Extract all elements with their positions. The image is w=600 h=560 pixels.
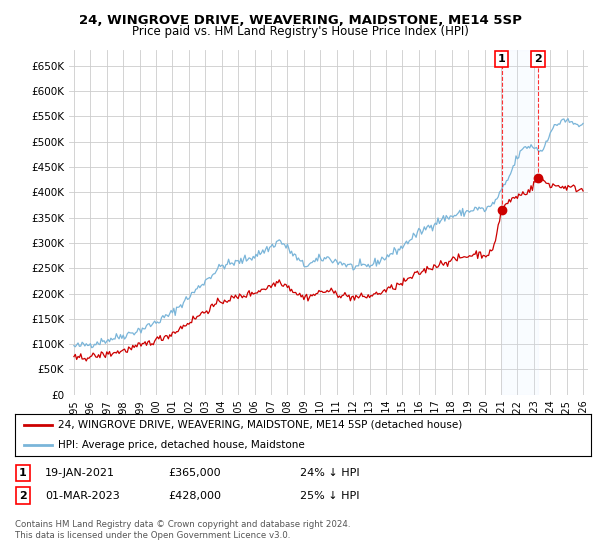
Text: 19-JAN-2021: 19-JAN-2021 xyxy=(45,468,115,478)
Text: 2: 2 xyxy=(534,54,542,64)
Text: 2: 2 xyxy=(19,491,26,501)
Text: 1: 1 xyxy=(19,468,26,478)
Text: 24, WINGROVE DRIVE, WEAVERING, MAIDSTONE, ME14 5SP (detached house): 24, WINGROVE DRIVE, WEAVERING, MAIDSTONE… xyxy=(58,420,463,430)
Text: £428,000: £428,000 xyxy=(168,491,221,501)
Text: 25% ↓ HPI: 25% ↓ HPI xyxy=(300,491,359,501)
Text: Contains HM Land Registry data © Crown copyright and database right 2024.: Contains HM Land Registry data © Crown c… xyxy=(15,520,350,529)
Text: £365,000: £365,000 xyxy=(168,468,221,478)
Text: 01-MAR-2023: 01-MAR-2023 xyxy=(45,491,120,501)
Text: 24, WINGROVE DRIVE, WEAVERING, MAIDSTONE, ME14 5SP: 24, WINGROVE DRIVE, WEAVERING, MAIDSTONE… xyxy=(79,14,521,27)
Text: Price paid vs. HM Land Registry's House Price Index (HPI): Price paid vs. HM Land Registry's House … xyxy=(131,25,469,38)
Text: 1: 1 xyxy=(498,54,506,64)
Text: This data is licensed under the Open Government Licence v3.0.: This data is licensed under the Open Gov… xyxy=(15,531,290,540)
Text: 24% ↓ HPI: 24% ↓ HPI xyxy=(300,468,359,478)
Bar xyxy=(502,50,538,395)
Text: HPI: Average price, detached house, Maidstone: HPI: Average price, detached house, Maid… xyxy=(58,440,305,450)
